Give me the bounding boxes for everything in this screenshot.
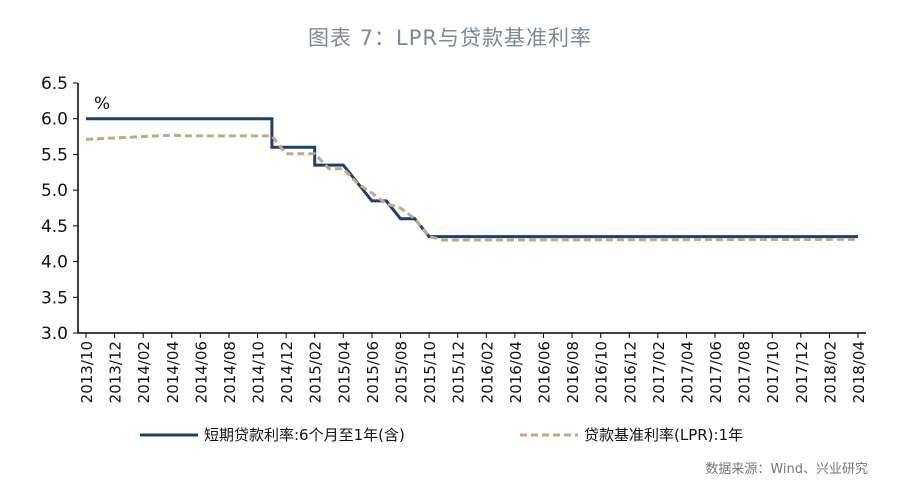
legend-item-lpr: 贷款基准利率(LPR):1年 bbox=[520, 424, 743, 445]
x-tick-label: 2015/06 bbox=[364, 341, 382, 403]
x-tick-label: 2016/12 bbox=[621, 341, 639, 403]
series-line-2 bbox=[85, 133, 859, 242]
x-tick-label: 2018/02 bbox=[821, 341, 839, 403]
x-tick-label: 2017/08 bbox=[736, 341, 754, 403]
x-tick-label: 2017/02 bbox=[650, 341, 668, 403]
x-tick-label: 2014/04 bbox=[164, 341, 182, 403]
x-tick-label: 2018/04 bbox=[850, 341, 868, 403]
x-tick-label: 2014/02 bbox=[135, 341, 153, 403]
x-tick-label: 2017/10 bbox=[764, 341, 782, 403]
y-tick-label: 5.5 bbox=[41, 145, 68, 165]
y-tick-label: 4.0 bbox=[41, 253, 68, 273]
x-tick-label: 2016/04 bbox=[507, 341, 525, 403]
legend-item-short-term-rate: 短期贷款利率:6个月至1年(含) bbox=[140, 424, 405, 445]
y-tick-label: 6.0 bbox=[41, 110, 68, 130]
x-tick-label: 2015/08 bbox=[393, 341, 411, 403]
x-tick-label: 2014/06 bbox=[192, 341, 210, 403]
x-tick-label: 2015/04 bbox=[335, 341, 353, 403]
legend-swatch-dashed bbox=[520, 433, 578, 436]
x-tick-label: 2015/12 bbox=[450, 341, 468, 403]
x-tick-label: 2016/08 bbox=[564, 341, 582, 403]
x-tick-label: 2013/12 bbox=[107, 341, 125, 403]
x-tick-label: 2013/10 bbox=[78, 341, 96, 403]
source-note: 数据来源：Wind、兴业研究 bbox=[705, 462, 868, 477]
x-tick-label: 2015/02 bbox=[307, 341, 325, 403]
x-tick-label: 2017/06 bbox=[707, 341, 725, 403]
y-tick-label: 4.5 bbox=[41, 217, 68, 237]
x-tick-label: 2016/10 bbox=[593, 341, 611, 403]
y-tick-label: 6.5 bbox=[41, 74, 68, 94]
legend-label-lpr: 贷款基准利率(LPR):1年 bbox=[584, 426, 744, 444]
y-tick-label: 5.0 bbox=[41, 181, 68, 201]
y-tick-label: 3.0 bbox=[41, 324, 68, 344]
x-tick-label: 2017/04 bbox=[678, 341, 696, 403]
y-unit-label: % bbox=[94, 94, 110, 114]
x-tick-label: 2016/02 bbox=[478, 341, 496, 403]
x-tick-label: 2014/12 bbox=[278, 341, 296, 403]
x-tick-label: 2015/10 bbox=[421, 341, 439, 403]
x-tick-label: 2016/06 bbox=[535, 341, 553, 403]
chart-title: 图表 7：LPR与贷款基准利率 bbox=[308, 26, 592, 50]
x-tick-label: 2014/08 bbox=[221, 341, 239, 403]
y-tick-label: 3.5 bbox=[41, 288, 68, 308]
x-tick-label: 2014/10 bbox=[250, 341, 268, 403]
x-tick-label: 2017/12 bbox=[793, 341, 811, 403]
legend-label-short-term-rate: 短期贷款利率:6个月至1年(含) bbox=[204, 426, 405, 444]
legend-swatch-solid bbox=[140, 433, 198, 436]
legend: 短期贷款利率:6个月至1年(含) 贷款基准利率(LPR):1年 bbox=[140, 424, 840, 446]
